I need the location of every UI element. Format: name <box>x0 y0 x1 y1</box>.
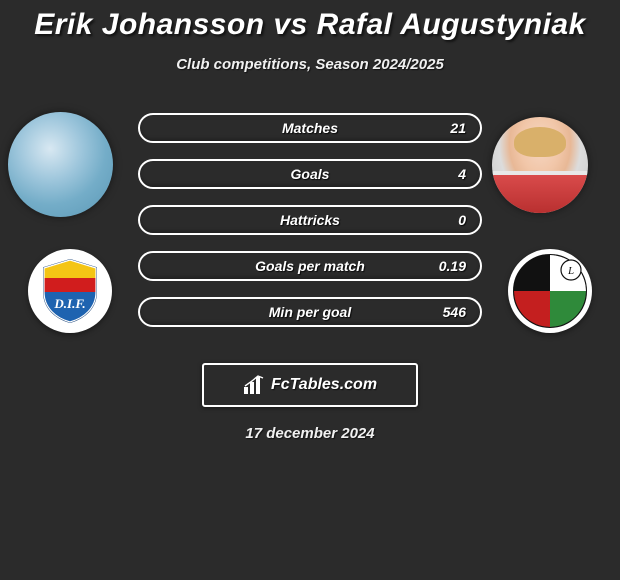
shield-icon: D.I.F. <box>40 258 100 324</box>
stat-row: Min per goal 546 <box>138 297 482 327</box>
date-text: 17 december 2024 <box>0 425 620 442</box>
stat-value: 0.19 <box>439 258 466 274</box>
stat-row: Matches 21 <box>138 113 482 143</box>
watermark-text: FcTables.com <box>271 376 377 394</box>
stat-label: Matches <box>282 120 338 136</box>
stat-value: 0 <box>458 212 466 228</box>
stat-value: 21 <box>450 120 466 136</box>
club2-letter: L <box>567 265 574 277</box>
page-title: Erik Johansson vs Rafal Augustyniak <box>0 0 620 42</box>
stat-value: 546 <box>443 304 466 320</box>
stat-value: 4 <box>458 166 466 182</box>
stats-zone: D.I.F. L Matches 21 Goals <box>0 109 620 349</box>
stat-pills: Matches 21 Goals 4 Hattricks 0 Goals per… <box>138 113 482 343</box>
club1-text: D.I.F. <box>53 296 85 311</box>
player2-club-badge: L <box>508 249 592 333</box>
badge-icon: L <box>511 252 589 330</box>
stat-label: Goals <box>291 166 330 182</box>
subtitle: Club competitions, Season 2024/2025 <box>0 56 620 73</box>
player2-avatar <box>492 117 588 213</box>
stat-row: Hattricks 0 <box>138 205 482 235</box>
bar-chart-icon <box>243 375 265 395</box>
player1-avatar <box>8 112 113 217</box>
stat-row: Goals 4 <box>138 159 482 189</box>
watermark-box: FcTables.com <box>202 363 418 407</box>
stat-label: Goals per match <box>255 258 365 274</box>
stat-row: Goals per match 0.19 <box>138 251 482 281</box>
player1-club-badge: D.I.F. <box>28 249 112 333</box>
stat-label: Hattricks <box>280 212 340 228</box>
stat-label: Min per goal <box>269 304 351 320</box>
